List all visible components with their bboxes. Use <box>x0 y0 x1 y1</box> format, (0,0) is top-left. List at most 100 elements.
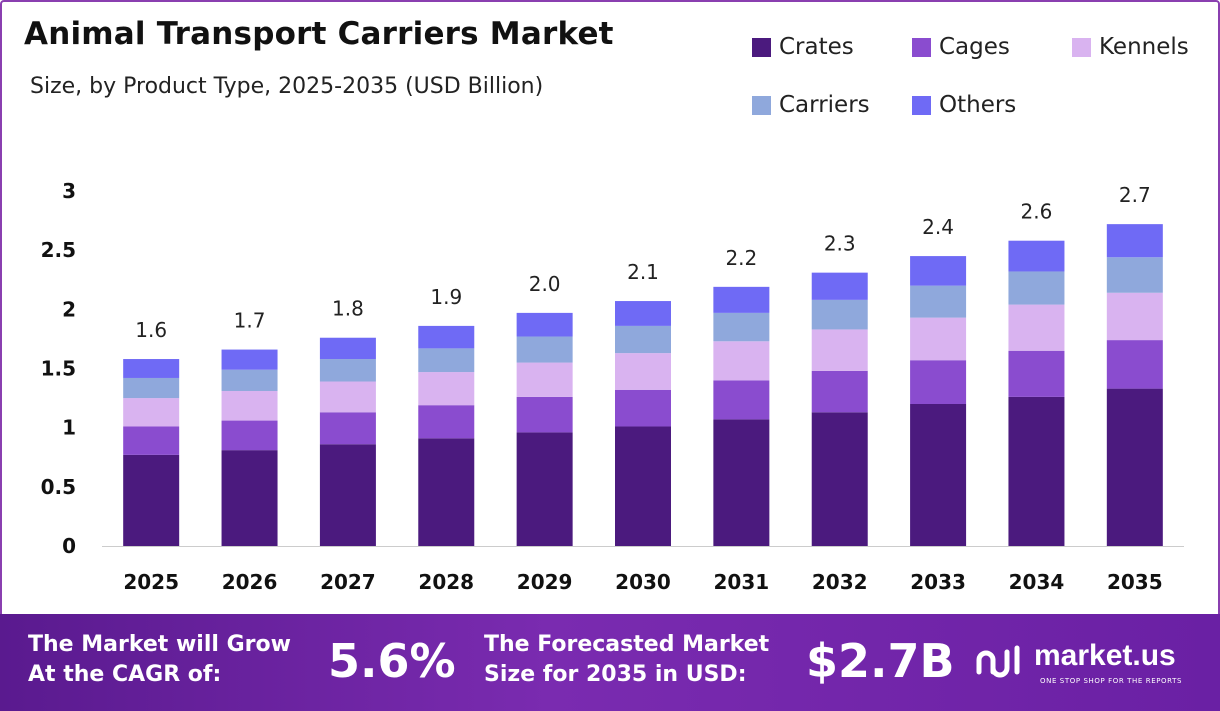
bar-segment-kennels <box>910 317 967 361</box>
bar-total-label: 2.2 <box>725 246 757 270</box>
bar-total-label: 2.0 <box>529 272 561 296</box>
footer-banner: The Market will Grow At the CAGR of: 5.6… <box>0 614 1220 711</box>
bar-segment-crates <box>811 412 868 546</box>
legend-label: Cages <box>939 34 1010 60</box>
bar-segment-carriers <box>1008 271 1065 305</box>
bar-segment-others <box>123 359 180 378</box>
legend-item-carriers: Carriers <box>752 92 870 118</box>
x-tick-label: 2027 <box>320 570 376 594</box>
legend-label: Carriers <box>779 92 870 118</box>
bar-segment-others <box>1106 224 1163 258</box>
bar-segment-crates <box>910 404 967 546</box>
legend-item-others: Others <box>912 92 1016 118</box>
x-tick-label: 2032 <box>812 570 868 594</box>
bar-total-label: 2.6 <box>1021 200 1053 224</box>
bar-segment-cages <box>516 396 573 433</box>
bar-segment-cages <box>1008 350 1065 397</box>
stacked-bar-chart: 0 0.5 1 1.5 2 2.5 3 1.6 2025 1.7 2026 1.8 2027 1.9 202… <box>41 179 1184 594</box>
market-us-logo-icon <box>976 645 1020 678</box>
x-tick-label: 2034 <box>1009 570 1065 594</box>
legend-swatch <box>1072 37 1091 57</box>
x-tick-label: 2029 <box>517 570 573 594</box>
bar-segment-crates <box>1008 396 1065 546</box>
bar-total-label: 1.9 <box>430 285 462 309</box>
bar-total-label: 1.8 <box>332 297 364 321</box>
bar-segment-crates <box>418 438 475 546</box>
x-tick-label: 2028 <box>418 570 474 594</box>
bar-segment-cages <box>713 380 770 420</box>
bar-segment-cages <box>910 360 967 404</box>
bar-segment-others <box>713 286 770 313</box>
bar-segment-crates <box>123 454 180 546</box>
bar-segment-carriers <box>516 336 573 363</box>
bar-segment-kennels <box>319 381 376 413</box>
x-tick-label: 2031 <box>714 570 770 594</box>
bar-total-label: 2.3 <box>824 232 856 256</box>
bar-segment-others <box>516 312 573 337</box>
bar-total-label: 2.7 <box>1119 183 1151 207</box>
y-tick-label: 0.5 <box>41 475 76 499</box>
bar-segment-kennels <box>418 372 475 406</box>
forecast-label-line2: Size for 2035 in USD: <box>484 662 747 687</box>
x-tick-label: 2035 <box>1107 570 1163 594</box>
forecast-label-line1: The Forecasted Market <box>484 632 770 657</box>
bar-segment-others <box>910 256 967 286</box>
legend-label: Crates <box>779 34 854 60</box>
y-tick-label: 3 <box>62 179 76 203</box>
legend-label: Others <box>939 92 1017 118</box>
y-tick-label: 2 <box>62 297 76 321</box>
chart-subtitle: Size, by Product Type, 2025-2035 (USD Bi… <box>30 74 544 99</box>
legend-item-crates: Crates <box>752 34 854 60</box>
bar-segment-kennels <box>615 353 671 390</box>
brand-tagline: ONE STOP SHOP FOR THE REPORTS <box>1040 677 1183 685</box>
bar-segment-cages <box>319 412 376 445</box>
bar-segment-carriers <box>1106 257 1163 293</box>
bar-segment-carriers <box>221 369 278 391</box>
bar-segment-kennels <box>1008 304 1065 351</box>
bar-segment-carriers <box>615 325 671 354</box>
y-tick-label: 2.5 <box>41 238 76 262</box>
bar-segment-cages <box>123 426 180 455</box>
brand-name: market.us <box>1034 639 1176 672</box>
y-tick-label: 1.5 <box>41 357 76 381</box>
legend-item-cages: Cages <box>912 34 1010 60</box>
legend-label: Kennels <box>1099 34 1189 60</box>
bar-segment-kennels <box>516 362 573 397</box>
bar-segment-cages <box>811 370 868 413</box>
bar-segment-others <box>418 325 475 349</box>
legend-swatch <box>912 37 931 57</box>
y-tick-label: 1 <box>62 416 76 440</box>
bar-segment-others <box>811 272 868 300</box>
x-tick-label: 2025 <box>123 570 179 594</box>
bar-segment-cages <box>615 389 671 427</box>
y-tick-label: 0 <box>62 534 76 558</box>
bar-segment-cages <box>1106 340 1163 389</box>
legend-swatch <box>752 37 771 57</box>
bar-segment-crates <box>1106 388 1163 546</box>
bar-segment-kennels <box>1106 292 1163 341</box>
chart-title: Animal Transport Carriers Market <box>24 16 614 52</box>
bar-segment-others <box>1008 240 1065 272</box>
bar-segment-carriers <box>713 312 770 342</box>
bar-total-label: 2.1 <box>627 260 659 284</box>
bar-segment-carriers <box>418 348 475 373</box>
bar-segment-carriers <box>123 377 180 399</box>
bar-segment-crates <box>516 432 573 546</box>
bar-segment-kennels <box>221 390 278 421</box>
bar-segment-cages <box>221 420 278 451</box>
bar-segment-crates <box>713 419 770 546</box>
bar-segment-kennels <box>713 341 770 381</box>
legend-swatch <box>752 95 771 115</box>
bar-segment-crates <box>221 450 278 546</box>
bar-segment-cages <box>418 405 475 439</box>
cagr-label-line2: At the CAGR of: <box>28 662 222 687</box>
bar-segment-others <box>319 337 376 360</box>
bar-segment-others <box>221 349 278 370</box>
bar-segment-carriers <box>910 285 967 318</box>
bar-segment-carriers <box>319 359 376 382</box>
cagr-label-line1: The Market will Grow <box>28 632 291 657</box>
legend-item-kennels: Kennels <box>1072 34 1189 60</box>
legend-swatch <box>912 95 931 115</box>
cagr-value: 5.6% <box>328 634 456 688</box>
bar-segment-kennels <box>811 329 868 371</box>
